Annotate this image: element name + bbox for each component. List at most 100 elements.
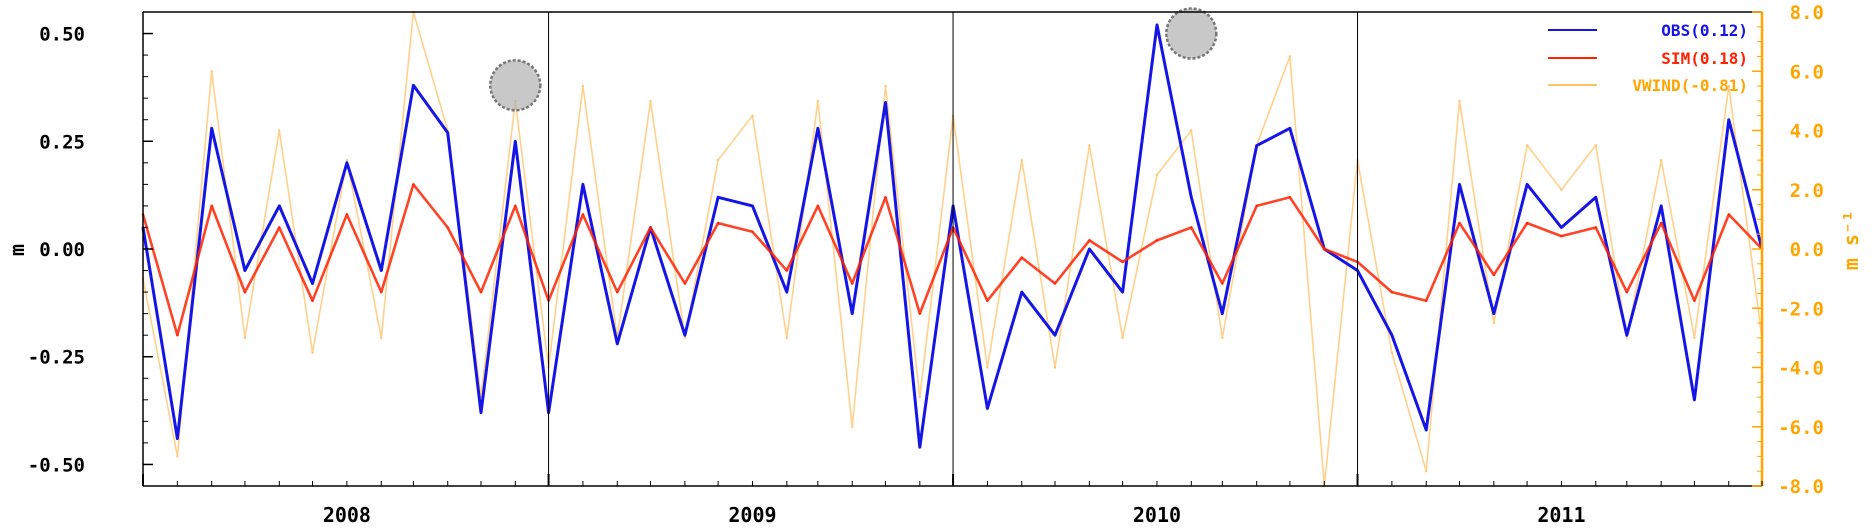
data-point-obs <box>581 183 585 186</box>
data-point-sim <box>446 226 449 229</box>
x-year-label: 2009 <box>728 503 776 527</box>
data-point-sim <box>1088 239 1091 242</box>
data-point-sim <box>1594 226 1598 229</box>
data-point-obs <box>851 312 854 315</box>
data-point-vwind <box>581 84 585 88</box>
y2-tick-label: 4.0 <box>1790 121 1824 143</box>
data-point-obs <box>446 131 449 134</box>
data-point-obs <box>1155 23 1159 27</box>
data-point-sim <box>785 269 788 272</box>
data-point-obs <box>1425 428 1428 432</box>
data-point-vwind <box>176 455 179 458</box>
data-point-obs <box>1492 312 1496 315</box>
y-tick-label: -0.50 <box>28 454 85 476</box>
data-point-obs <box>716 196 720 199</box>
x-year-label: 2011 <box>1537 503 1585 527</box>
data-point-sim <box>1255 204 1258 208</box>
data-point-sim <box>884 196 887 199</box>
data-point-sim <box>1425 299 1428 302</box>
data-point-sim <box>1458 221 1461 225</box>
data-point-sim <box>1727 213 1731 216</box>
data-point-sim <box>649 226 652 229</box>
data-point-obs <box>1560 226 1563 229</box>
data-point-vwind <box>716 158 720 162</box>
data-point-obs <box>816 127 820 130</box>
data-point-obs <box>751 204 754 208</box>
data-point-sim <box>514 204 517 208</box>
data-point-obs <box>1121 290 1124 294</box>
y2-tick-label: 2.0 <box>1790 180 1824 202</box>
data-point-obs <box>918 446 921 449</box>
data-point-vwind <box>1560 188 1563 191</box>
data-point-obs <box>243 269 247 272</box>
data-point-vwind <box>1190 129 1193 132</box>
data-point-sim <box>278 226 281 229</box>
legend-label-vwind: VWIND(-0.81) <box>1632 76 1748 95</box>
data-point-obs <box>1020 290 1023 294</box>
legend: OBS(0.12) SIM(0.18) VWIND(-0.81) <box>1548 21 1748 95</box>
y2-tick-label: 8.0 <box>1790 2 1824 24</box>
data-point-sim <box>243 290 247 294</box>
data-point-sim <box>1053 282 1057 285</box>
x-year-label: 2010 <box>1133 503 1181 527</box>
data-point-vwind <box>1594 144 1598 147</box>
data-point-sim <box>816 204 820 208</box>
data-point-obs <box>210 127 213 130</box>
data-point-vwind <box>1492 321 1496 325</box>
data-point-obs <box>345 161 349 164</box>
data-point-sim <box>1323 247 1326 251</box>
data-point-vwind <box>1053 366 1057 369</box>
data-point-vwind <box>1088 144 1091 147</box>
data-point-obs <box>380 269 383 272</box>
data-point-sim <box>1625 290 1629 294</box>
y-tick-label: 0.50 <box>39 24 85 46</box>
tick-layer: -0.50 -0.25 0.00 0.25 0.50 -8.0 -6.0 -4.0 -2.0 0.… <box>28 2 1824 527</box>
data-point-obs <box>986 407 989 410</box>
data-point-vwind <box>345 158 349 162</box>
data-point-obs <box>1660 204 1663 208</box>
data-point-vwind <box>751 114 754 117</box>
data-point-obs <box>1288 127 1292 130</box>
data-point-sim <box>1221 282 1224 285</box>
data-point-obs <box>1053 334 1057 337</box>
data-point-vwind <box>1425 470 1428 473</box>
y2-tick-label: -6.0 <box>1778 417 1824 439</box>
data-point-vwind <box>380 336 383 340</box>
data-point-sim <box>1121 260 1124 264</box>
data-point-sim <box>716 221 720 225</box>
data-point-obs <box>785 290 788 294</box>
data-point-sim <box>616 290 619 294</box>
y2-tick-label: 0.0 <box>1790 239 1824 261</box>
data-point-vwind <box>918 395 921 399</box>
data-point-obs <box>311 282 314 285</box>
data-point-sim <box>412 183 415 186</box>
data-point-vwind <box>816 99 820 103</box>
y2-tick-label: -2.0 <box>1778 298 1824 320</box>
data-point-sim <box>918 312 921 315</box>
y2-tick-label: 6.0 <box>1790 61 1824 83</box>
data-point-obs <box>278 204 281 208</box>
data-point-obs <box>1625 334 1629 337</box>
y-tick-label: 0.25 <box>39 131 85 153</box>
data-point-obs <box>884 101 887 104</box>
highlight-circle-marker <box>1165 7 1218 60</box>
y-tick-label: 0.00 <box>39 239 85 261</box>
highlight-circle-marker <box>489 59 542 112</box>
data-point-sim <box>581 213 585 216</box>
data-point-vwind <box>278 129 281 132</box>
data-point-obs <box>1525 183 1529 186</box>
data-point-vwind <box>1727 84 1731 88</box>
data-point-vwind <box>785 336 788 340</box>
data-point-sim <box>479 290 483 294</box>
data-point-sim <box>1693 299 1696 302</box>
data-point-vwind <box>1458 99 1461 103</box>
y-tick-label: -0.25 <box>28 347 85 369</box>
data-point-vwind <box>1121 336 1124 340</box>
data-point-obs <box>616 342 619 345</box>
data-point-vwind <box>1660 158 1663 162</box>
data-point-obs <box>1458 183 1461 186</box>
data-point-vwind <box>851 425 854 428</box>
y2-tick-label: -4.0 <box>1778 358 1824 380</box>
data-point-vwind <box>1020 158 1023 162</box>
data-point-sim <box>1288 196 1292 199</box>
